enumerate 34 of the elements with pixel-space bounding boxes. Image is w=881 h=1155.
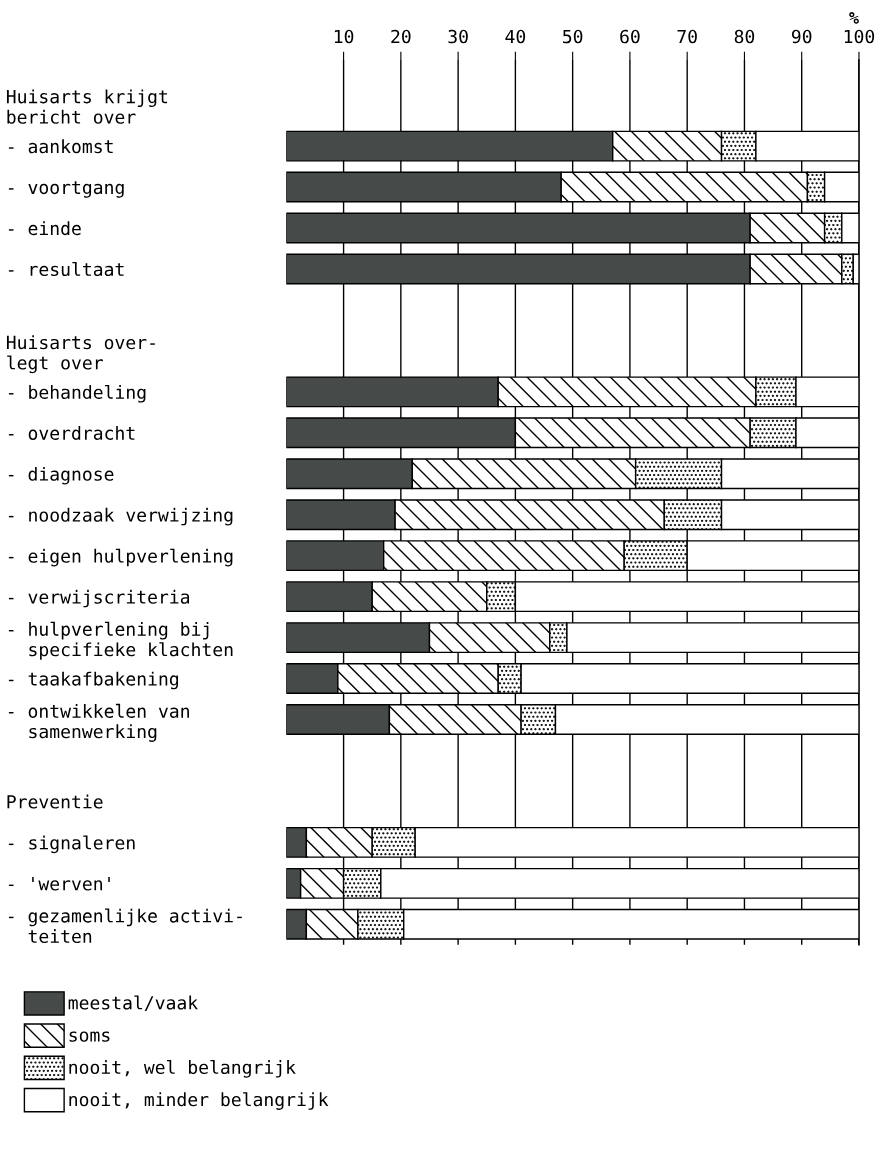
x-tick-label: 10: [334, 29, 354, 44]
y-tick-label: - taakafbakening: [8, 671, 179, 690]
y-tick-label: - overdracht: [8, 425, 135, 440]
x-axis-title: %: [849, 12, 859, 24]
x-tick-label: 90: [791, 29, 812, 44]
x-tick-label: 50: [563, 29, 583, 44]
y-tick-label: - voortgang: [8, 181, 124, 198]
y-tick-label: - ontwikkelen van samenwerking: [8, 703, 189, 742]
y-tick-label: - eigen hulpverlening: [8, 548, 233, 567]
y-tick-label: - einde: [8, 221, 81, 236]
y-tick-label: - 'werven': [8, 877, 110, 891]
y-tick-label: - gezamenlijke activi- teiten: [8, 908, 242, 944]
y-tick-label: - resultaat: [8, 262, 124, 277]
y-tick-label: - signaleren: [8, 835, 135, 854]
legend-label: nooit, wel belangrijk: [69, 1059, 296, 1078]
x-tick-label: 80: [734, 29, 755, 44]
y-tick-label: - noodzaak verwijzing: [8, 507, 233, 526]
x-tick-label: 40: [505, 29, 526, 44]
y-tick-label: - aankomst: [8, 139, 113, 154]
y-tick-label: Huisarts krijgt bericht over: [6, 89, 168, 124]
x-tick-label: 20: [391, 29, 411, 44]
x-tick-label: 100: [844, 29, 875, 44]
legend-label: meestal/vaak: [68, 995, 198, 1012]
y-tick-label: - verwijscriteria: [8, 589, 190, 608]
y-tick-label: - hulpverlening bij specifieke klachten: [8, 621, 233, 660]
legend-label: soms: [69, 1031, 110, 1042]
legend-label: nooit, minder belangrijk: [69, 1092, 329, 1110]
y-tick-label: - diagnose: [8, 466, 114, 485]
x-tick-label: 60: [620, 29, 640, 44]
x-tick-label: 70: [677, 29, 697, 44]
x-tick-label: 30: [448, 29, 468, 44]
y-tick-label: Huisarts over- legt over: [6, 335, 155, 374]
y-tick-label: Preventie: [7, 794, 103, 809]
y-tick-label: - behandeling: [8, 384, 146, 403]
